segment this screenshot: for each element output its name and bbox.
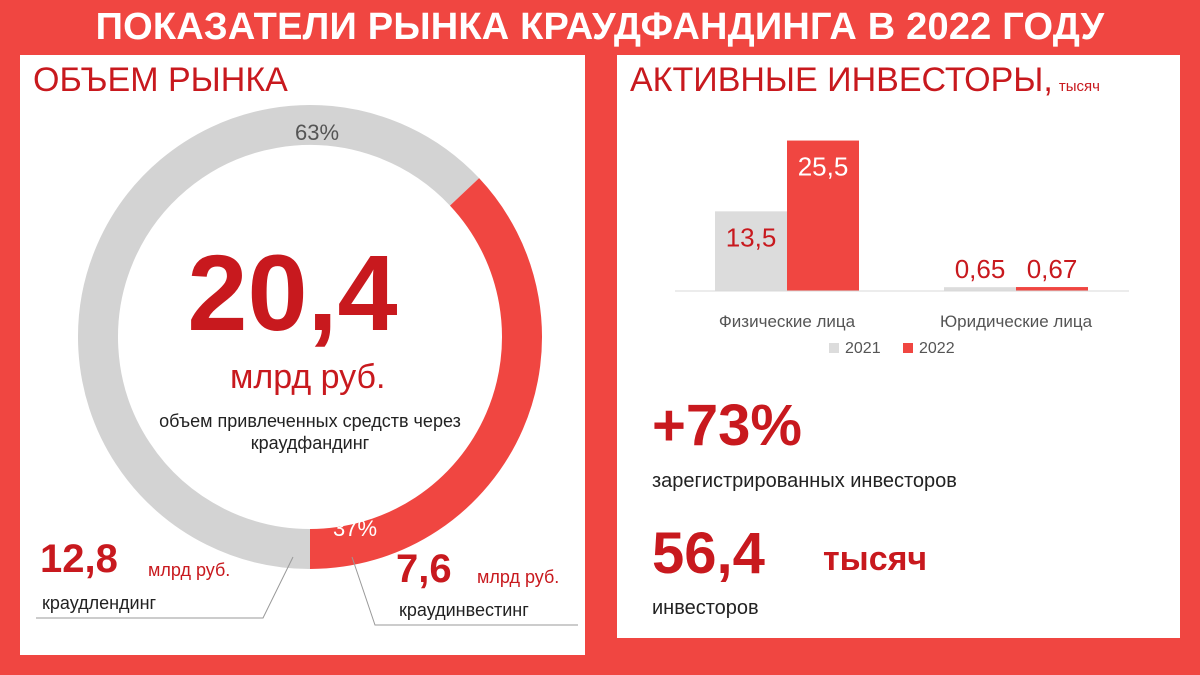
market-total-description: объем привлеченных средств через краудфа… bbox=[159, 411, 461, 453]
investor-growth-text: зарегистрированных инвесторов bbox=[652, 470, 957, 492]
market-donut-chart bbox=[36, 105, 578, 626]
crowdinvesting-value: 7,6 bbox=[396, 547, 452, 591]
crowdlending-leader-line bbox=[36, 556, 294, 619]
bar-label-2021-1: 0,65 bbox=[955, 254, 1006, 284]
investor-total-unit: тысяч bbox=[823, 540, 928, 578]
segment-percent-crowdinvesting: 37% bbox=[333, 516, 378, 541]
bar-2022-0 bbox=[787, 140, 859, 291]
bar-label-2022-0: 25,5 bbox=[798, 152, 849, 182]
bar-2021-1 bbox=[944, 287, 1016, 291]
investor-growth-value: +73% bbox=[652, 393, 802, 458]
crowdlending-label: краудлендинг bbox=[42, 593, 157, 613]
legend-swatch-2022 bbox=[903, 343, 913, 353]
crowdinvesting-leader-line bbox=[351, 556, 578, 626]
segment-percent-crowdlending: 63% bbox=[295, 120, 340, 145]
market-total-value: 20,4 bbox=[187, 232, 398, 353]
legend-label-2022: 2022 bbox=[919, 340, 955, 357]
market-total-unit: млрд руб. bbox=[230, 358, 386, 396]
donut-segment-crowdinvesting bbox=[309, 178, 542, 569]
active-investors-heading-text: АКТИВНЫЕ ИНВЕСТОРЫ, bbox=[630, 61, 1053, 99]
active-investors-panel bbox=[617, 55, 1180, 638]
bar-label-2021-0: 13,5 bbox=[726, 222, 777, 252]
legend-swatch-2021 bbox=[829, 343, 839, 353]
crowdlending-value: 12,8 bbox=[40, 537, 118, 581]
market-volume-heading: ОБЪЕМ РЫНКА bbox=[33, 61, 288, 99]
active-investors-heading: АКТИВНЫЕ ИНВЕСТОРЫ, тысяч bbox=[630, 60, 1100, 107]
category-label-1: Юридические лица bbox=[940, 312, 1093, 331]
page-title: ПОКАЗАТЕЛИ РЫНКА КРАУДФАНДИНГА В 2022 ГО… bbox=[95, 6, 1105, 48]
investor-total-value: 56,4 bbox=[652, 521, 765, 586]
donut-segment-crowdlending bbox=[78, 105, 480, 569]
crowdlending-unit: млрд руб. bbox=[148, 560, 231, 580]
investor-total-text: инвесторов bbox=[652, 597, 759, 619]
crowdinvesting-unit: млрд руб. bbox=[477, 567, 560, 587]
active-investors-heading-unit: тысяч bbox=[1058, 78, 1100, 95]
legend-label-2021: 2021 bbox=[845, 340, 881, 357]
bar-2022-1 bbox=[1016, 287, 1088, 291]
category-label-0: Физические лица bbox=[719, 312, 856, 331]
active-investors-bar-chart: 13,5 25,5 0,65 0,67 Физические лица Юридичес… bbox=[675, 140, 1129, 357]
crowdinvesting-label: краудинвестинг bbox=[399, 600, 529, 620]
bar-label-2022-1: 0,67 bbox=[1027, 254, 1078, 284]
bar-2021-0 bbox=[715, 211, 787, 291]
